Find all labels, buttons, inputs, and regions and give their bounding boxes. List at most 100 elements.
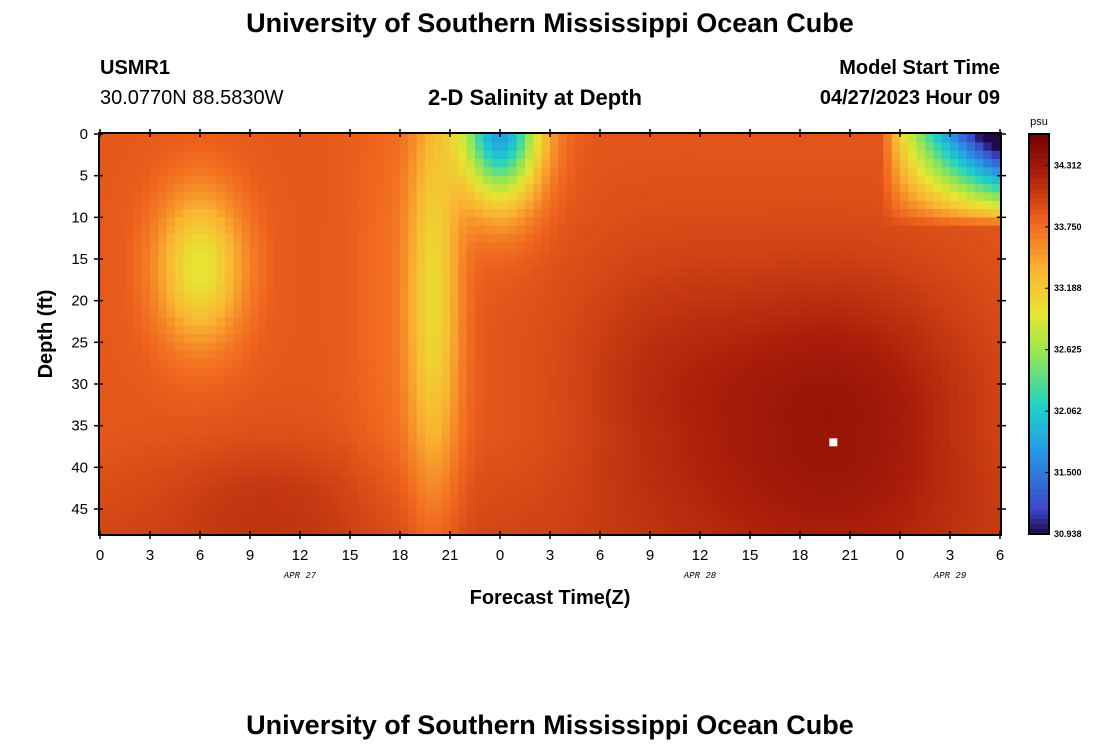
heat-cell <box>433 350 443 360</box>
heat-cell <box>816 309 826 318</box>
heat-cell <box>458 134 468 143</box>
heat-cell <box>500 217 509 227</box>
heat-cell <box>458 184 468 193</box>
heat-cell <box>816 250 826 260</box>
heat-cell <box>891 409 901 418</box>
heat-cell <box>400 184 409 193</box>
heat-cell <box>300 200 309 210</box>
heat-cell <box>475 492 484 502</box>
heat-cell <box>508 134 518 143</box>
heat-cell <box>108 359 118 368</box>
heat-cell <box>416 309 426 318</box>
heat-cell <box>883 184 893 193</box>
heat-cell <box>150 234 159 243</box>
heat-cell <box>691 467 701 477</box>
heat-cell <box>275 250 284 260</box>
heat-cell <box>558 450 568 460</box>
heat-cell <box>941 342 951 352</box>
heat-cell <box>458 317 468 327</box>
heat-cell <box>775 275 784 285</box>
heat-cell <box>108 467 118 477</box>
heat-cell <box>300 459 309 468</box>
heat-cell <box>441 150 451 160</box>
heat-cell <box>908 467 918 477</box>
heat-cell <box>841 350 851 360</box>
heat-cell <box>916 450 926 460</box>
heat-cell <box>141 225 151 235</box>
heat-cell <box>250 492 259 502</box>
heat-cell <box>225 234 234 243</box>
heat-cell <box>400 492 409 502</box>
heat-cell <box>775 325 784 335</box>
heat-cell <box>300 442 309 452</box>
heat-cell <box>125 417 134 427</box>
heat-cell <box>233 342 243 352</box>
heat-cell <box>250 275 259 285</box>
heat-cell <box>950 159 959 168</box>
heat-cell <box>883 242 893 252</box>
heat-cell <box>783 392 793 402</box>
heat-cell <box>900 384 909 393</box>
heat-cell <box>116 234 126 243</box>
heat-cell <box>550 392 559 402</box>
heat-cell <box>233 250 243 260</box>
heat-cell <box>550 384 559 393</box>
heat-cell <box>791 167 801 177</box>
heat-cell <box>850 342 859 352</box>
heat-cell <box>666 134 676 143</box>
heat-cell <box>133 234 143 243</box>
heat-cell <box>850 317 859 327</box>
heat-cell <box>641 475 651 485</box>
heat-cell <box>541 342 551 352</box>
heat-cell <box>808 234 818 243</box>
heat-cell <box>608 434 618 443</box>
heat-cell <box>708 442 718 452</box>
heat-cell <box>941 309 951 318</box>
heat-cell <box>558 384 568 393</box>
heat-cell <box>758 500 768 510</box>
heat-cell <box>525 259 534 268</box>
heat-cell <box>666 209 676 218</box>
heat-cell <box>316 275 326 285</box>
heat-cell <box>191 292 201 302</box>
heat-cell <box>783 292 793 302</box>
heat-cell <box>900 250 909 260</box>
heat-cell <box>491 200 501 210</box>
heat-cell <box>691 292 701 302</box>
heat-cell <box>700 342 709 352</box>
heat-cell <box>125 309 134 318</box>
heat-cell <box>650 384 659 393</box>
heat-cell <box>683 509 693 518</box>
heat-cell <box>675 425 684 435</box>
heat-cell <box>608 417 618 427</box>
heat-cell <box>316 300 326 310</box>
heat-cell <box>291 242 301 252</box>
heat-cell <box>783 459 793 468</box>
heat-cell <box>250 342 259 352</box>
heat-cell <box>200 434 209 443</box>
heat-cell <box>958 134 968 143</box>
heat-cell <box>175 409 184 418</box>
heat-cell <box>350 475 359 485</box>
heat-cell <box>941 292 951 302</box>
heat-cell <box>241 267 251 277</box>
heat-cell <box>508 167 518 177</box>
heat-cell <box>350 425 359 435</box>
heat-cell <box>191 325 201 335</box>
heat-cell <box>816 400 826 410</box>
heat-cell <box>758 484 768 493</box>
heat-cell <box>891 334 901 343</box>
heat-cell <box>558 417 568 427</box>
heat-cell <box>108 325 118 335</box>
heat-cell <box>900 150 909 160</box>
heat-cell <box>700 142 709 152</box>
heat-cell <box>483 359 493 368</box>
heat-cell <box>533 392 543 402</box>
heat-cell <box>233 150 243 160</box>
heat-cell <box>800 342 809 352</box>
heat-cell <box>950 217 959 227</box>
heat-cell <box>825 450 834 460</box>
heat-cell <box>158 367 168 377</box>
heat-cell <box>683 525 693 535</box>
heat-cell <box>725 142 734 152</box>
